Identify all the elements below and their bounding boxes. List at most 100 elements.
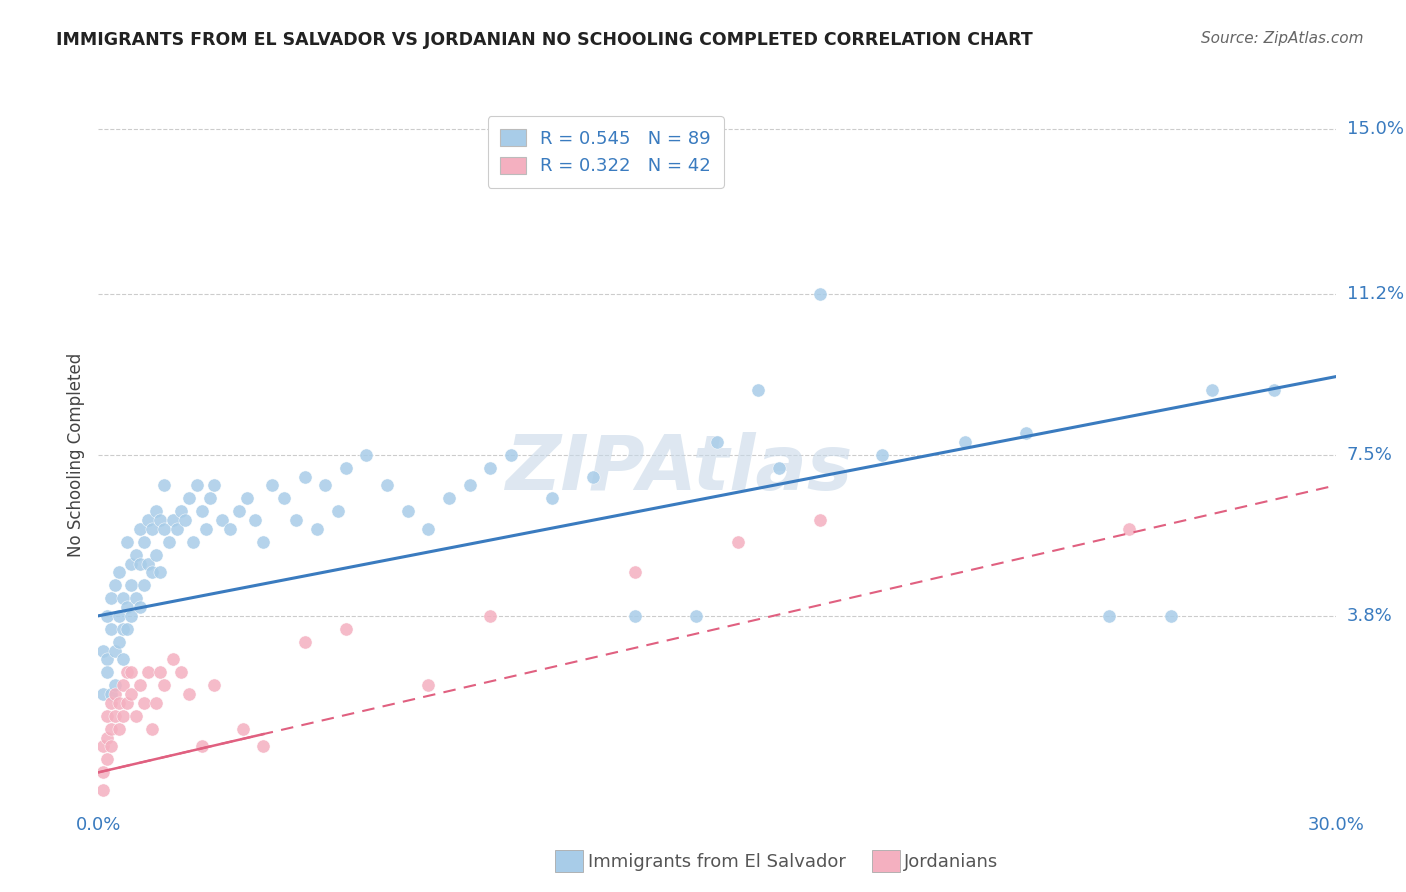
Point: [149, 513, 172, 527]
Point: [219, 522, 242, 536]
Point: [128, 522, 150, 536]
Point: [104, 687, 127, 701]
Point: [112, 591, 135, 606]
Point: [162, 513, 184, 527]
Point: [294, 635, 316, 649]
Point: [808, 513, 831, 527]
Point: [356, 448, 378, 462]
Point: [117, 696, 139, 710]
Text: ZIPAtlas: ZIPAtlas: [506, 432, 853, 506]
Point: [211, 513, 233, 527]
Point: [375, 478, 398, 492]
Point: [145, 504, 167, 518]
Point: [100, 696, 122, 710]
Legend: R = 0.545   N = 89, R = 0.322   N = 42: R = 0.545 N = 89, R = 0.322 N = 42: [488, 116, 724, 188]
Point: [91, 739, 114, 754]
Point: [458, 478, 481, 492]
Point: [108, 722, 131, 736]
Point: [153, 478, 176, 492]
Point: [232, 722, 254, 736]
Text: 11.2%: 11.2%: [1347, 285, 1405, 303]
Point: [132, 696, 155, 710]
Point: [1160, 608, 1182, 623]
Point: [305, 522, 328, 536]
Point: [314, 478, 336, 492]
Point: [418, 678, 440, 692]
Text: 3.8%: 3.8%: [1347, 607, 1392, 624]
Point: [112, 678, 135, 692]
Point: [499, 448, 522, 462]
Point: [1118, 522, 1140, 536]
Point: [104, 643, 127, 657]
Point: [112, 652, 135, 666]
Point: [335, 622, 357, 636]
Point: [100, 687, 122, 701]
Point: [252, 534, 274, 549]
Point: [243, 513, 266, 527]
Point: [112, 622, 135, 636]
Point: [104, 708, 127, 723]
Point: [808, 287, 831, 301]
Point: [953, 434, 976, 449]
Point: [727, 534, 749, 549]
Point: [1015, 426, 1038, 441]
Point: [541, 491, 564, 506]
Point: [120, 687, 142, 701]
Point: [153, 678, 176, 692]
Point: [706, 434, 728, 449]
Point: [285, 513, 308, 527]
Point: [124, 708, 146, 723]
Text: Immigrants from El Salvador: Immigrants from El Salvador: [588, 853, 845, 871]
Point: [768, 461, 790, 475]
Point: [174, 513, 197, 527]
Point: [108, 566, 131, 580]
Point: [335, 461, 357, 475]
Point: [96, 608, 118, 623]
Text: 7.5%: 7.5%: [1347, 446, 1393, 464]
Point: [108, 696, 131, 710]
Point: [91, 687, 114, 701]
Text: Source: ZipAtlas.com: Source: ZipAtlas.com: [1201, 31, 1364, 46]
Point: [100, 739, 122, 754]
Point: [117, 665, 139, 680]
Point: [149, 665, 172, 680]
Point: [145, 548, 167, 562]
Point: [128, 557, 150, 571]
Point: [170, 504, 193, 518]
Point: [96, 652, 118, 666]
Point: [870, 448, 893, 462]
Point: [153, 522, 176, 536]
Point: [91, 765, 114, 780]
Point: [186, 478, 208, 492]
Point: [437, 491, 460, 506]
Point: [132, 578, 155, 592]
Point: [136, 513, 159, 527]
Point: [157, 534, 180, 549]
Point: [141, 522, 163, 536]
Point: [747, 383, 769, 397]
Point: [96, 708, 118, 723]
Point: [418, 522, 440, 536]
Point: [479, 608, 502, 623]
Point: [396, 504, 419, 518]
Point: [120, 578, 142, 592]
Point: [96, 752, 118, 766]
Point: [1098, 608, 1121, 623]
Point: [100, 722, 122, 736]
Point: [120, 665, 142, 680]
Point: [117, 600, 139, 615]
Point: [236, 491, 259, 506]
Text: IMMIGRANTS FROM EL SALVADOR VS JORDANIAN NO SCHOOLING COMPLETED CORRELATION CHAR: IMMIGRANTS FROM EL SALVADOR VS JORDANIAN…: [56, 31, 1033, 49]
Point: [181, 534, 204, 549]
Point: [273, 491, 295, 506]
Point: [149, 566, 172, 580]
Point: [112, 708, 135, 723]
Point: [623, 566, 645, 580]
Point: [145, 696, 167, 710]
Point: [623, 608, 645, 623]
Point: [104, 578, 127, 592]
Point: [120, 608, 142, 623]
Point: [117, 534, 139, 549]
Point: [228, 504, 250, 518]
Point: [120, 557, 142, 571]
